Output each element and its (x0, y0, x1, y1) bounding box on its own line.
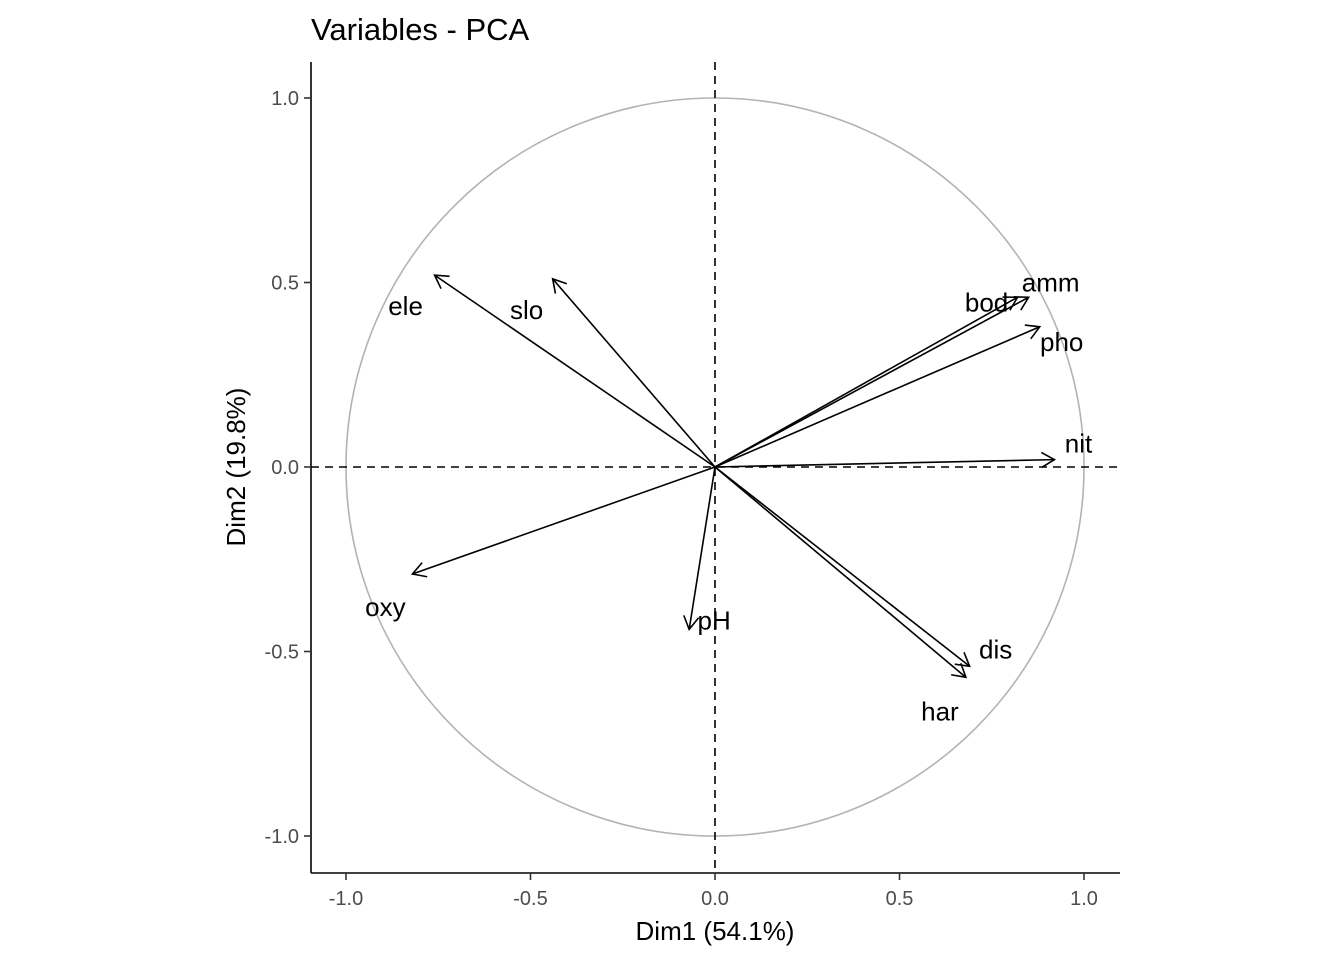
arrow-dis (714, 466, 971, 667)
arrow-pho (714, 326, 1041, 468)
variable-label-dis: dis (979, 634, 1012, 664)
axes: -1.0 -0.5 0.0 0.5 1.0 -1.0 -0.5 0.0 0.5 1.0 (265, 62, 1120, 910)
arrowhead-dis (954, 652, 971, 668)
arrow-slo (552, 278, 716, 468)
arrowhead-ele (433, 274, 450, 289)
y-tick-label: 0.0 (271, 457, 299, 479)
x-tick-label: 0.5 (886, 888, 914, 910)
arrowhead-slo (551, 277, 568, 294)
arrow-bod (714, 296, 1018, 468)
x-axis-title: Dim1 (54.1%) (636, 916, 795, 946)
x-tick-label: -1.0 (329, 888, 363, 910)
variable-label-bod: bod (965, 287, 1008, 317)
y-tick-label: -0.5 (265, 642, 299, 664)
arrow-nit (714, 458, 1055, 468)
arrowhead-har (951, 662, 968, 679)
y-axis-title: Dim2 (19.8%) (221, 388, 251, 547)
variable-label-ele: ele (388, 291, 423, 321)
variable-label-pho: pho (1040, 327, 1083, 357)
arrow-har (714, 466, 967, 678)
arrowhead-nit (1040, 451, 1057, 469)
chart-title: Variables - PCA (311, 12, 530, 47)
variable-label-pH: pH (698, 605, 731, 635)
arrowhead-pho (1024, 324, 1042, 340)
variable-label-amm: amm (1022, 267, 1080, 297)
y-tick-label: -1.0 (265, 826, 299, 848)
arrowhead-oxy (410, 562, 428, 578)
variable-label-har: har (921, 696, 959, 726)
arrow-pH (688, 466, 716, 630)
x-tick-label: 0.0 (701, 888, 729, 910)
arrow-amm (714, 296, 1030, 468)
y-tick-label: 0.5 (271, 273, 299, 295)
variable-label-slo: slo (510, 295, 543, 325)
x-tick-label: -0.5 (513, 888, 547, 910)
arrowhead-bod (1002, 296, 1019, 311)
arrow-oxy (412, 466, 716, 575)
y-tick-label: 1.0 (271, 88, 299, 110)
arrowhead-pH (683, 615, 700, 631)
variable-label-oxy: oxy (365, 592, 405, 622)
arrow-ele (434, 274, 716, 468)
variable-label-nit: nit (1065, 429, 1093, 459)
x-tick-label: 1.0 (1070, 888, 1098, 910)
